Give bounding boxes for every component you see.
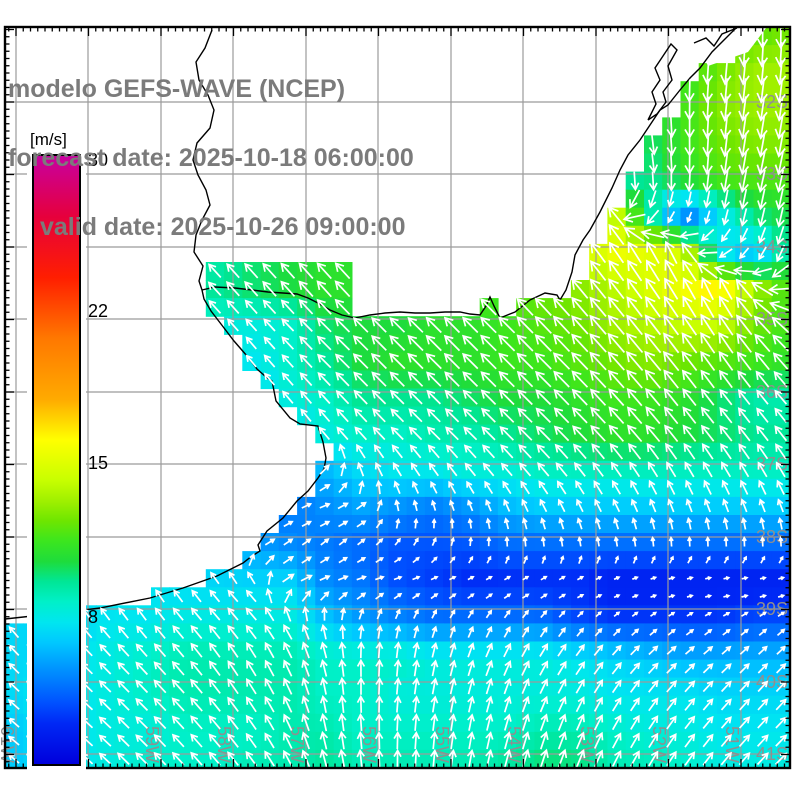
title-block: modelo GEFS-WAVE (NCEP) forecast date: 2… — [8, 32, 414, 285]
model-title: modelo GEFS-WAVE (NCEP) — [8, 75, 346, 103]
colorbar-tick-label: 8 — [88, 607, 99, 627]
colorbar-unit-label: [m/s] — [30, 130, 67, 149]
lat-label: 38S — [756, 527, 788, 547]
map-border — [3, 25, 792, 770]
colorbar-tick-label: 15 — [88, 453, 109, 473]
colorbar — [27, 147, 86, 771]
colorbar-tick-label: 30 — [88, 150, 109, 170]
coastline — [5, 27, 766, 620]
colorbar-gradient — [32, 154, 81, 766]
coastline-mirim — [647, 42, 678, 121]
valid-date: valid date: 2025-10-26 09:00:00 — [40, 213, 406, 241]
lon-label: 56W — [359, 726, 379, 763]
colorbar-tick-label: 22 — [88, 301, 109, 321]
forecast-date: forecast date: 2025-10-18 06:00:00 — [8, 144, 414, 172]
lon-label: 52W — [649, 726, 669, 763]
coastline-uruguay — [354, 27, 737, 319]
coastline-river — [192, 29, 215, 291]
lon-label: 51W — [722, 726, 742, 763]
coastline-patos — [693, 27, 738, 48]
lon-label: 61W — [0, 726, 17, 763]
